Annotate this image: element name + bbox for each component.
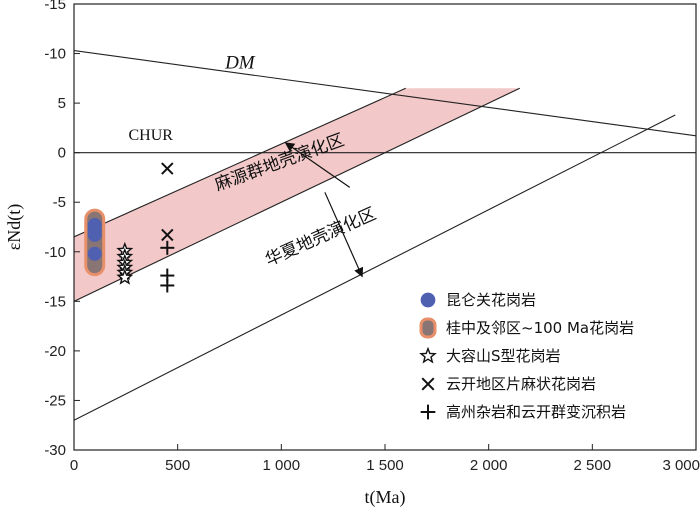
annotation-1: DM <box>224 52 256 73</box>
axes: 0 500 1 000 1 500 2 000 2 500 3 000 -15 -10 5 0 -5 -… <box>44 0 700 474</box>
y-tick-label-6: -10 <box>44 244 66 261</box>
y-tick-label-9: -25 <box>44 392 66 409</box>
y-tick-label-2: -10 <box>44 46 66 63</box>
legend-swatch-1 <box>420 292 436 308</box>
reference-line-dm <box>74 50 696 137</box>
x-tick-label-6: 2 500 <box>574 457 612 474</box>
reference-line-crust-line-1 <box>74 87 406 238</box>
x-tick-label-2: 500 <box>165 457 190 474</box>
y-tick-label-3: 5 <box>58 95 66 112</box>
point-star-6 <box>116 268 134 285</box>
y-tick-label-8: -20 <box>44 343 66 360</box>
point-x-1 <box>161 162 174 175</box>
legend-label-1: 昆仑关花岗岩 <box>446 291 536 309</box>
legend-item-4: 云开地区片麻状花岗岩 <box>421 375 596 393</box>
annotation-4: 华夏地壳演化区 <box>262 204 379 271</box>
legend-item-5: 高州杂岩和云开群变沉积岩 <box>420 403 626 421</box>
x-tick-label-4: 1 500 <box>366 457 404 474</box>
legend-swatch-5 <box>420 404 436 420</box>
legend-swatch-3 <box>419 346 437 364</box>
y-tick-label-5: -5 <box>53 194 66 211</box>
x-tick-label-7: 3 000 <box>662 457 700 474</box>
reference-line-crust-line-2 <box>74 87 521 302</box>
reference-line-crust-line-3 <box>74 114 676 421</box>
point-circle-3 <box>87 227 102 242</box>
legend-swatch-4-stroke-b <box>421 377 435 391</box>
arrow-1 <box>284 142 351 188</box>
point-x-2-stroke-b <box>161 228 174 242</box>
y-tick-label-1: -15 <box>44 0 66 13</box>
y-axis-title: εNd(t) <box>4 204 25 251</box>
point-plus-1 <box>160 240 175 255</box>
x-axis-title: t(Ma) <box>365 487 406 508</box>
x-tick-label-1: 0 <box>70 457 78 474</box>
y-tick-label-4: 0 <box>58 145 66 162</box>
legend-item-2: 桂中及邻区~100 Ma花岗岩 <box>419 317 634 339</box>
point-circle-4 <box>87 246 102 261</box>
legend-label-2: 桂中及邻区~100 Ma花岗岩 <box>446 319 634 337</box>
legend-swatch-2 <box>419 317 437 339</box>
legend-label-4: 云开地区片麻状花岗岩 <box>446 375 596 393</box>
legend-swatch-4 <box>421 377 435 391</box>
point-plus-3 <box>160 278 175 293</box>
legend-item-1: 昆仑关花岗岩 <box>420 291 536 309</box>
point-x-2 <box>161 228 174 242</box>
legend-item-3: 大容山S型花岗岩 <box>419 346 561 365</box>
x-tick-label-3: 1 000 <box>263 457 301 474</box>
arrow-2 <box>324 192 364 278</box>
point-x-1-stroke-b <box>161 162 174 175</box>
legend-label-5: 高州杂岩和云开群变沉积岩 <box>446 403 626 421</box>
x-tick-label-5: 2 000 <box>470 457 508 474</box>
annotation-2: CHUR <box>128 127 173 144</box>
y-tick-label-10: -30 <box>44 442 66 459</box>
y-tick-label-7: -15 <box>44 293 66 310</box>
legend-label-3: 大容山S型花岗岩 <box>446 347 561 365</box>
